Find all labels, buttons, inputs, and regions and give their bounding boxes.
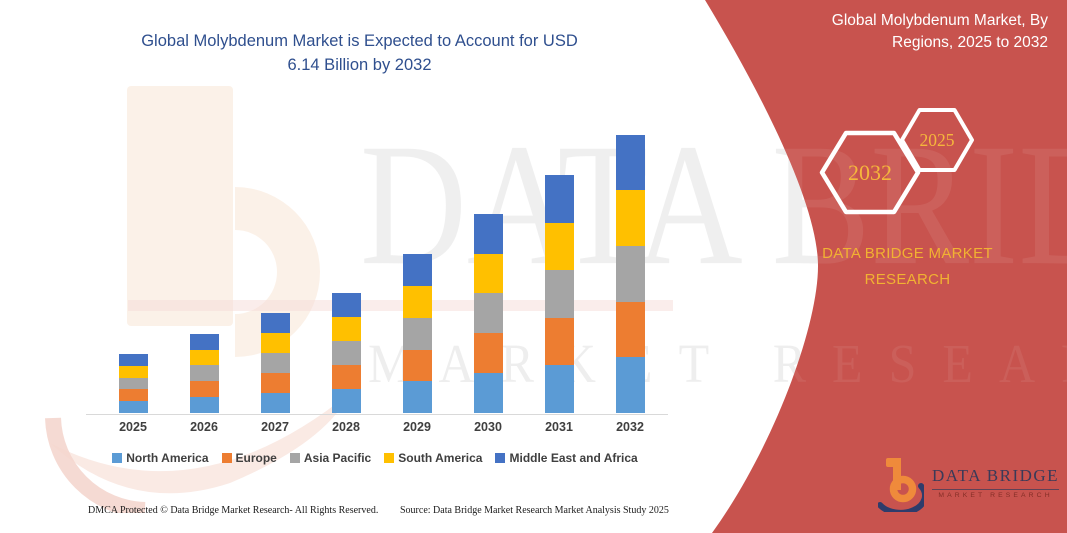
segment-north-america-2026 [189,397,219,413]
logo-block: DATA BRIDGE MARKET RESEARCH [878,456,1059,512]
segment-europe-2027 [260,373,290,394]
legend-label: Asia Pacific [303,451,372,465]
bar-2028 [331,292,361,413]
bar-2027 [260,313,290,413]
segment-middle-east-and-africa-2030 [473,213,503,254]
watermark-logo-b-icon [45,86,350,513]
x-axis-line [86,414,668,415]
hexagon-2032-label: 2032 [848,160,892,185]
segment-europe-2026 [189,381,219,398]
legend-label: Europe [235,451,277,465]
segment-asia-pacific-2031 [544,270,574,318]
logo-name: DATA BRIDGE [932,466,1059,490]
segment-north-america-2029 [402,381,432,413]
brand-line2: RESEARCH [864,271,951,289]
segment-south-america-2026 [189,349,219,366]
logo-subtitle: MARKET RESEARCH [938,492,1053,499]
legend-item-middle-east-and-africa: Middle East and Africa [495,451,638,465]
panel-title: Global Molybdenum Market, By Regions, 20… [831,12,1048,52]
legend-swatch-icon [112,453,123,463]
bar-2032 [615,134,645,413]
legend-swatch-icon [289,453,300,463]
segment-north-america-2028 [331,388,361,413]
segment-south-america-2027 [260,333,290,354]
segment-asia-pacific-2032 [615,246,645,302]
bar-2031 [544,175,574,413]
segment-europe-2030 [473,333,503,374]
legend-swatch-icon [384,453,395,463]
segment-middle-east-and-africa-2032 [615,134,645,191]
x-axis-label-2032: 2032 [616,420,644,434]
bar-2029 [402,254,432,413]
segment-middle-east-and-africa-2028 [331,292,361,317]
brand-line1: DATA BRIDGE MARKET [822,245,993,262]
bar-2026 [189,333,219,413]
segment-south-america-2025 [118,365,148,378]
segment-north-america-2031 [544,365,574,413]
legend-label: North America [126,451,209,465]
segment-europe-2025 [118,389,148,402]
legend-label: South America [398,451,483,465]
x-axis-label-2028: 2028 [332,420,360,434]
hexagon-2025-label: 2025 [919,130,955,150]
legend-item-north-america: North America [112,451,209,465]
x-axis-label-2031: 2031 [545,420,573,434]
legend-item-asia-pacific: Asia Pacific [289,451,372,465]
x-axis-label-2026: 2026 [190,420,218,434]
segment-south-america-2030 [473,253,503,294]
segment-north-america-2027 [260,393,290,413]
watermark-band [128,300,673,311]
segment-middle-east-and-africa-2026 [189,333,219,350]
segment-asia-pacific-2030 [473,293,503,334]
chart-title-line1: Global Molybdenum Market is Expected to … [141,32,578,50]
segment-asia-pacific-2029 [402,317,432,350]
segment-north-america-2025 [118,401,148,413]
legend-item-europe: Europe [221,451,277,465]
hexagon-2032-icon [822,133,918,212]
segment-middle-east-and-africa-2025 [118,354,148,366]
segment-europe-2032 [615,301,645,358]
segment-north-america-2032 [615,357,645,413]
segment-south-america-2032 [615,190,645,247]
footer-source: Source: Data Bridge Market Research Mark… [400,505,669,516]
segment-europe-2031 [544,317,574,366]
databridge-logo-icon [878,456,924,512]
brand-name: DATA BRIDGE MARKET RESEARCH [790,241,1025,294]
legend: North America Europe Asia Pacific South Ame… [80,451,670,465]
legend-swatch-icon [495,453,506,463]
segment-south-america-2029 [402,286,432,318]
legend-label: Middle East and Africa [509,451,638,465]
segment-europe-2029 [402,349,432,382]
segment-north-america-2030 [473,373,503,413]
legend-swatch-icon [221,453,232,463]
hexagon-2025-icon [902,110,972,170]
x-axis-label-2030: 2030 [474,420,502,434]
chart-title: Global Molybdenum Market is Expected to … [72,30,647,78]
segment-asia-pacific-2025 [118,377,148,390]
legend-item-south-america: South America [384,451,482,465]
segment-middle-east-and-africa-2027 [260,313,290,334]
x-axis-label-2029: 2029 [403,420,431,434]
chart-title-line2: 6.14 Billion by 2032 [287,55,432,74]
x-axis-label-2025: 2025 [119,420,147,434]
segment-south-america-2031 [544,222,574,271]
segment-middle-east-and-africa-2031 [544,175,574,223]
hexagon-badges [815,103,980,218]
logo-text: DATA BRIDGE MARKET RESEARCH [932,456,1059,499]
segment-asia-pacific-2027 [260,353,290,374]
segment-middle-east-and-africa-2029 [402,254,432,287]
x-axis-label-2027: 2027 [261,420,289,434]
footer-dmca: DMCA Protected © Data Bridge Market Rese… [88,505,379,516]
bar-2030 [473,213,503,413]
bar-2025 [118,354,148,413]
segment-south-america-2028 [331,316,361,341]
segment-asia-pacific-2028 [331,340,361,365]
segment-europe-2028 [331,364,361,389]
segment-asia-pacific-2026 [189,365,219,382]
